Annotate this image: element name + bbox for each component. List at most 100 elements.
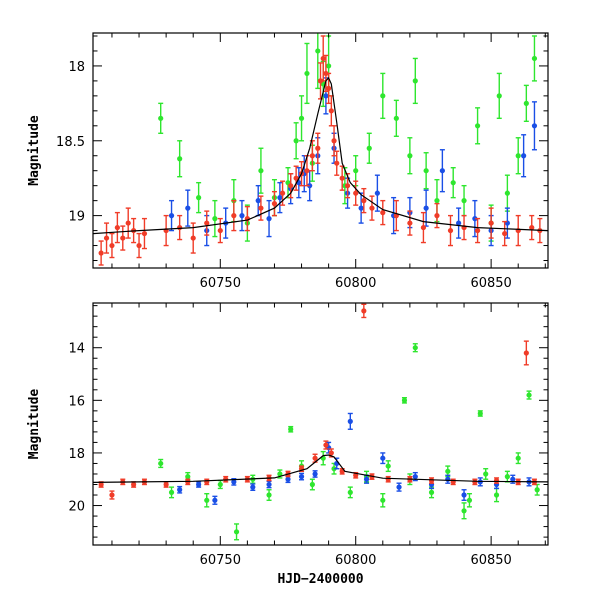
bottom-panel-data-marks bbox=[93, 303, 548, 541]
bottom-series-1-point bbox=[445, 476, 451, 482]
top-series-2-point bbox=[420, 224, 427, 231]
top-series-2-point bbox=[326, 85, 332, 91]
bottom-series-1-point bbox=[363, 476, 370, 482]
bottom-series-1-point bbox=[461, 492, 467, 498]
bottom-series-1-point bbox=[312, 471, 318, 477]
top-series-0-point bbox=[515, 153, 521, 159]
bottom-series-0-point bbox=[504, 474, 510, 480]
bottom-series-1-point bbox=[177, 487, 183, 493]
top-ytick-label: 18.5 bbox=[56, 135, 85, 150]
top-series-0-point bbox=[504, 190, 510, 196]
top-series-0-point bbox=[298, 115, 305, 121]
top-xtick-label: 60800 bbox=[335, 276, 376, 291]
top-series-1-point bbox=[168, 213, 175, 219]
top-series-2-point bbox=[279, 190, 286, 196]
top-series-2-point bbox=[141, 230, 148, 237]
bottom-series-0-point bbox=[331, 466, 337, 472]
top-series-1-point bbox=[456, 220, 462, 226]
top-series-1-point bbox=[255, 198, 261, 204]
top-series-0-point bbox=[258, 168, 264, 174]
top-series-2-point bbox=[334, 160, 340, 166]
top-series-1-point bbox=[423, 205, 429, 211]
bottom-series-1-point bbox=[285, 476, 291, 482]
top-series-2-point bbox=[136, 242, 142, 249]
bottom-series-0 bbox=[158, 343, 540, 541]
top-series-2-point bbox=[114, 224, 120, 231]
top-panel-data-marks bbox=[93, 33, 548, 266]
bottom-series-0-point bbox=[385, 463, 391, 469]
top-series-2-point bbox=[529, 224, 535, 231]
top-series-1-point bbox=[531, 123, 538, 129]
top-series-0-point bbox=[177, 156, 183, 162]
top-light-curve-panel: 60750 60800 60850 18 18.5 19 Magnitude bbox=[27, 32, 549, 291]
bottom-series-0-point bbox=[204, 497, 210, 503]
bottom-series-2-point bbox=[109, 492, 115, 498]
bottom-panel-ylabel: Magnitude bbox=[27, 389, 42, 460]
top-series-2-point bbox=[315, 145, 321, 151]
top-series-0-point bbox=[434, 198, 440, 204]
top-series-2-point bbox=[488, 220, 494, 226]
bottom-series-2-point bbox=[323, 442, 329, 448]
top-series-1-point bbox=[439, 168, 445, 174]
bottom-series-2-point bbox=[385, 476, 391, 482]
top-model-curve bbox=[93, 76, 548, 235]
top-series-2-point bbox=[98, 250, 104, 256]
bottom-series-0-point bbox=[266, 492, 272, 498]
top-ytick-label: 19 bbox=[68, 210, 85, 225]
top-series-0-point bbox=[407, 153, 413, 159]
bottom-series-0-point bbox=[217, 481, 223, 488]
bottom-panel-frame bbox=[92, 302, 549, 546]
bottom-series-2-point bbox=[493, 477, 500, 484]
top-series-1-point bbox=[521, 153, 527, 159]
top-series-2-point bbox=[407, 220, 413, 226]
bottom-series-0-point bbox=[233, 529, 240, 535]
top-series-0-point bbox=[523, 100, 529, 106]
top-series-2-point bbox=[447, 227, 454, 234]
top-panel-ylabel: Magnitude bbox=[27, 115, 42, 186]
bottom-series-0-point bbox=[483, 471, 489, 477]
bottom-panel-ticks: 60750 60800 60850 14 16 18 20 bbox=[68, 303, 548, 568]
bottom-ytick-label: 20 bbox=[68, 500, 85, 515]
top-series-2-point bbox=[288, 183, 294, 189]
bottom-panel-xlabel: HJD−2400000 bbox=[277, 572, 363, 587]
top-series-0-point bbox=[158, 115, 164, 121]
top-series-2-point bbox=[380, 210, 386, 216]
bottom-series-2-point bbox=[523, 350, 529, 356]
bottom-series-2-point bbox=[98, 481, 104, 488]
top-series-0-point bbox=[212, 216, 218, 222]
bottom-series-0-point bbox=[515, 455, 521, 461]
top-series-2-point bbox=[328, 108, 334, 114]
top-panel-frame bbox=[92, 32, 549, 269]
bottom-series-0-point bbox=[185, 474, 191, 480]
top-series-2 bbox=[98, 35, 543, 266]
bottom-series-2-point bbox=[163, 481, 169, 488]
bottom-ytick-label: 14 bbox=[68, 342, 85, 357]
bottom-series-0-point bbox=[412, 345, 418, 351]
top-series-2-point bbox=[103, 235, 110, 241]
top-series-0-point bbox=[450, 180, 456, 186]
bottom-series-1 bbox=[177, 412, 532, 505]
bottom-xtick-label: 60850 bbox=[470, 553, 511, 568]
bottom-series-1-point bbox=[298, 474, 305, 480]
bottom-series-1-point bbox=[380, 455, 386, 461]
bottom-series-2-point bbox=[204, 479, 210, 485]
bottom-xtick-label: 60800 bbox=[335, 553, 376, 568]
top-series-0-point bbox=[393, 115, 399, 121]
top-series-0-point bbox=[423, 168, 429, 174]
bottom-series-0-point bbox=[168, 489, 175, 495]
top-series-2-point bbox=[339, 175, 345, 181]
top-series-2-point bbox=[293, 175, 299, 181]
top-series-0-point bbox=[366, 145, 372, 151]
bottom-series-0-point bbox=[277, 471, 283, 477]
bottom-series-1-point bbox=[212, 497, 218, 503]
bottom-series-1-point bbox=[347, 418, 353, 424]
bottom-series-0-point bbox=[380, 497, 386, 503]
bottom-series-0-point bbox=[401, 397, 408, 403]
bottom-series-0-point bbox=[288, 426, 294, 432]
bottom-series-0-point bbox=[158, 460, 164, 467]
top-xtick-label: 60750 bbox=[200, 276, 241, 291]
top-series-0-point bbox=[412, 78, 418, 84]
bottom-series-1-point bbox=[412, 474, 418, 480]
top-series-0-point bbox=[293, 138, 299, 144]
